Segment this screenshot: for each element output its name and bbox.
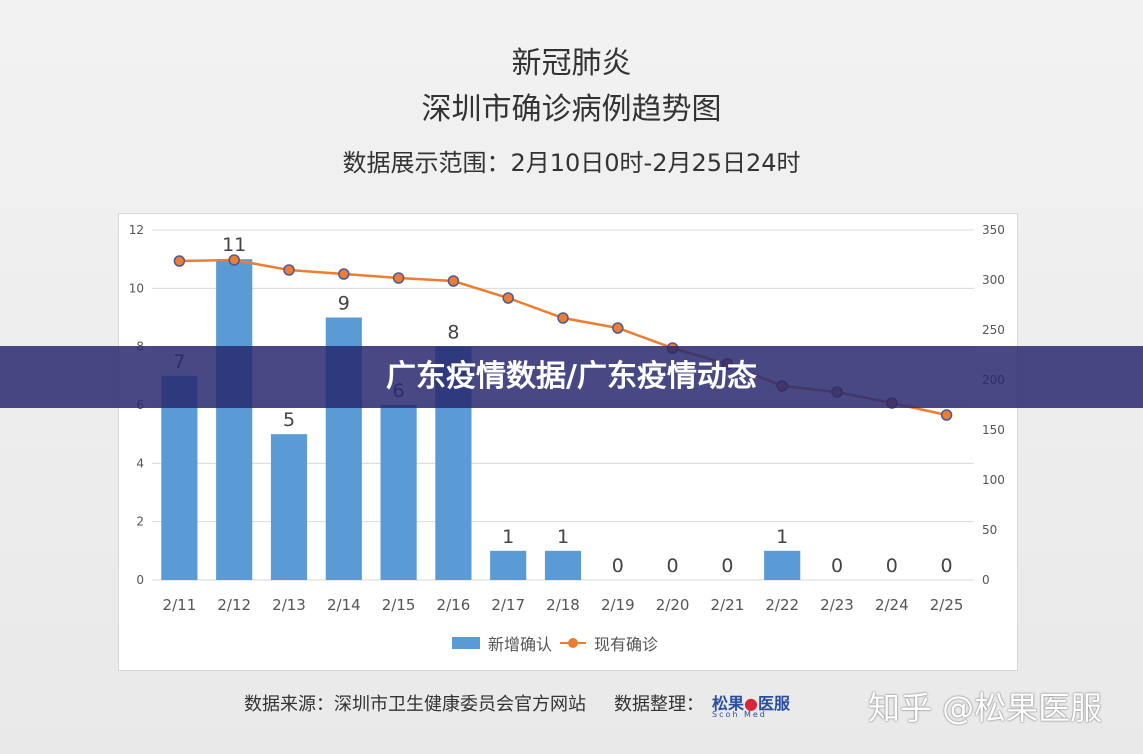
overlay-banner (0, 346, 1143, 408)
brand-logo: 松果●医服 Scoh Med (712, 682, 812, 722)
brand-logo-text: 松果●医服 (712, 694, 790, 713)
bar-data-label: 1 (776, 526, 788, 548)
legend-label-bar: 新增确认 (488, 635, 553, 654)
x-tick-label: 2/12 (217, 596, 251, 614)
legend-label-line: 现有确诊 (594, 635, 659, 654)
y-right-tick-label: 0 (982, 573, 990, 587)
line-point (557, 312, 569, 324)
bar-data-label: 0 (941, 555, 953, 577)
bar-data-label: 11 (222, 234, 246, 256)
bar-data-label: 0 (831, 555, 843, 577)
x-tick-label: 2/22 (765, 596, 799, 614)
y-left-tick-label: 2 (136, 515, 144, 529)
line-point (338, 268, 350, 280)
bar-data-label: 0 (886, 555, 898, 577)
x-tick-label: 2/15 (382, 596, 416, 614)
y-left-tick-label: 10 (129, 281, 144, 295)
chart-card (118, 213, 1018, 671)
y-right-tick-label: 250 (982, 323, 1005, 337)
bar-data-label: 1 (502, 526, 514, 548)
bar-data-label: 0 (667, 555, 679, 577)
x-tick-label: 2/24 (875, 596, 909, 614)
y-right-tick-label: 300 (982, 273, 1005, 287)
bar (270, 434, 308, 580)
bar-data-label: 8 (447, 322, 459, 344)
x-tick-label: 2/14 (327, 596, 361, 614)
bar (544, 550, 582, 580)
x-tick-label: 2/18 (546, 596, 580, 614)
bar (216, 259, 253, 580)
bar (380, 405, 417, 580)
bar-data-label: 0 (721, 555, 733, 577)
x-tick-label: 2/11 (163, 596, 197, 614)
watermark: 知乎 @松果医服 (868, 689, 1103, 727)
bar-data-label: 1 (557, 526, 569, 548)
x-tick-label: 2/20 (656, 596, 690, 614)
y-right-tick-label: 50 (982, 523, 997, 537)
line-point (502, 292, 514, 304)
overlay-banner-text: 广东疫情数据/广东疫情动态 (386, 359, 757, 394)
y-right-tick-label: 350 (982, 223, 1005, 237)
chart-title-line2: 深圳市确诊病例趋势图 (421, 92, 722, 127)
bar (764, 550, 801, 580)
bar (161, 375, 198, 580)
x-tick-label: 2/17 (491, 596, 525, 614)
x-tick-label: 2/19 (601, 596, 635, 614)
brand-logo-sub: Scoh Med (712, 710, 767, 719)
line-point (612, 322, 624, 334)
y-left-tick-label: 4 (136, 456, 144, 470)
bar-data-label: 5 (283, 409, 295, 431)
legend-line-swatch (560, 638, 587, 648)
legend-bar-swatch (452, 637, 480, 649)
chart-title-line1: 新冠肺炎 (511, 46, 632, 81)
y-left-tick-label: 0 (136, 573, 144, 587)
bar-data-label: 9 (338, 293, 350, 315)
line-point (228, 254, 240, 266)
line-point (283, 264, 295, 276)
y-left-tick-label: 12 (129, 223, 144, 237)
line-point (447, 275, 460, 287)
line-point (392, 272, 405, 284)
bar-data-label: 0 (612, 555, 624, 577)
chart-legend: 新增确认 现有确诊 (452, 632, 658, 654)
line-point (173, 255, 186, 267)
bar (490, 550, 527, 580)
x-tick-label: 2/25 (930, 596, 964, 614)
x-tick-label: 2/13 (272, 596, 306, 614)
x-tick-label: 2/23 (820, 596, 854, 614)
chart-subtitle: 数据展示范围：2月10日0时-2月25日24时 (342, 149, 801, 177)
y-right-tick-label: 100 (982, 473, 1005, 487)
line-point (940, 409, 953, 421)
data-source: 数据来源：深圳市卫生健康委员会官方网站 (244, 694, 586, 715)
data-organizer-label: 数据整理： (614, 694, 704, 715)
x-tick-label: 2/16 (437, 596, 471, 614)
x-tick-label: 2/21 (711, 596, 745, 614)
y-right-tick-label: 150 (982, 423, 1005, 437)
